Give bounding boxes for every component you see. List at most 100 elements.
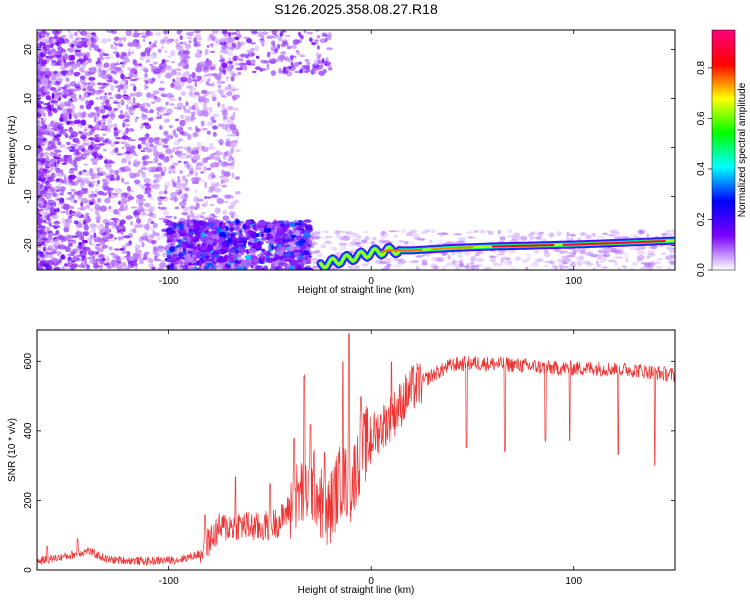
spectrogram-noise-cell [287,26,294,29]
spectrogram-band-cell [170,222,179,227]
spectrogram-noise-cell [68,91,74,95]
spectrogram-noise-cell [69,215,73,219]
spectrogram-noise-cell [280,51,287,55]
spectrogram-noise-cell [152,152,157,157]
spectrogram-noise-cell [53,161,57,168]
spectrogram-noise-cell [94,115,100,121]
spectrogram-noise-cell [45,180,50,186]
spectrogram-noise-cell [167,170,173,174]
spectrogram-band-cell [205,258,214,262]
spectrogram-noise-cell [245,54,250,59]
spectrogram-noise-cell [647,252,656,257]
spectrogram-noise-cell [115,263,123,270]
spectrogram-band-cell [303,219,312,223]
spectrogram-noise-cell [353,233,361,239]
spectrogram-noise-cell [142,147,149,150]
spectrogram-noise-cell [82,142,90,146]
spectrogram-noise-cell [507,229,513,234]
spectrogram-noise-cell [102,139,107,145]
spectrogram-noise-cell [120,194,127,200]
spectrogram-band-cell [244,255,252,260]
spectrogram-noise-cell [59,144,66,148]
spectrogram-noise-cell [560,251,565,255]
spectrogram-noise-cell [54,245,61,249]
spectrogram-noise-cell [178,96,182,102]
spectrogram-noise-cell [62,116,69,122]
spectrogram-noise-cell [125,204,128,211]
spectrogram-band-cell [237,253,243,256]
spectrogram-noise-cell [168,39,173,44]
spectrogram-noise-cell [557,248,562,253]
spectrogram-noise-cell [339,245,347,251]
spectrogram-noise-cell [609,229,618,235]
spectrogram-noise-cell [196,49,201,54]
spectrogram-band-cell [285,239,293,242]
spectrogram-noise-cell [80,261,84,267]
spectrogram-noise-cell [129,189,135,193]
spectrogram-noise-cell [187,126,193,131]
spectrogram-noise-cell [137,143,142,150]
spectrogram-band-cell [229,247,238,254]
spectrogram-noise-cell [117,103,121,109]
spectrogram-noise-cell [143,224,150,228]
spectrogram-noise-cell [67,156,70,163]
spectrogram-noise-cell [271,40,276,46]
spectrogram-noise-cell [314,39,319,42]
spectrogram-noise-cell [48,55,54,59]
spectrogram-band-cell [186,222,190,228]
spectrogram-noise-cell [667,266,672,270]
spectrogram-noise-cell [157,245,164,249]
spectrogram-noise-cell [551,264,558,269]
spectrogram-noise-cell [404,240,409,245]
spectrogram-noise-cell [91,158,99,163]
spectrogram-noise-cell [231,214,239,219]
spectrogram-noise-cell [202,90,210,97]
spectrogram-noise-cell [296,51,301,56]
spectrogram-noise-cell [56,198,64,201]
spectrogram-noise-cell [163,166,167,173]
spectrogram-noise-cell [587,251,594,256]
spectrogram-noise-cell [379,239,385,244]
spectrogram-noise-cell [558,261,564,266]
spectrogram-noise-cell [109,169,114,174]
spectrogram-noise-cell [569,237,574,241]
spectrogram-noise-cell [183,71,190,77]
spectrogram-noise-cell [94,245,99,251]
spectrogram-noise-cell [47,220,52,225]
spectrogram-noise-cell [424,253,431,257]
spectrogram-noise-cell [566,254,576,258]
colorbar-tick-label: 0.0 [696,263,707,277]
spectrogram-noise-cell [116,153,124,156]
spectrogram-noise-cell [157,267,164,270]
spectrogram-noise-cell [132,97,136,104]
spectrogram-noise-cell [127,100,133,105]
spectrogram-noise-cell [127,42,134,47]
spectrogram-noise-cell [179,62,184,66]
spectrogram-noise-cell [230,32,238,35]
spectrogram-band-cell [302,231,311,238]
spectrogram-noise-cell [145,148,153,153]
spectrogram-noise-cell [414,260,419,263]
spectrogram-noise-cell [603,251,608,254]
spectrogram-noise-cell [130,145,136,150]
spectrogram-noise-cell [57,125,64,130]
spectrogram-noise-cell [142,212,146,216]
spectrogram-noise-cell [62,74,67,77]
spectrogram-noise-cell [210,163,214,168]
spectrogram-noise-cell [149,109,154,114]
spectrogram-noise-cell [118,69,124,74]
spectrogram-noise-cell [175,118,179,122]
spectrogram-noise-cell [151,266,156,270]
spectrogram-noise-cell [77,61,81,68]
spectrogram-noise-cell [142,174,146,177]
spectrogram-noise-cell [306,62,311,65]
spectrogram-noise-cell [292,39,300,45]
spectrogram-noise-cell [124,59,131,63]
spectrogram-band-cell [263,228,272,233]
spectrogram-noise-cell [209,43,213,47]
spectrogram-noise-cell [469,256,478,262]
spectrogram-noise-cell [206,81,209,85]
spectrogram-noise-cell [233,107,239,112]
spectrogram-noise-cell [84,260,88,266]
spectrogram-noise-cell [56,39,63,42]
